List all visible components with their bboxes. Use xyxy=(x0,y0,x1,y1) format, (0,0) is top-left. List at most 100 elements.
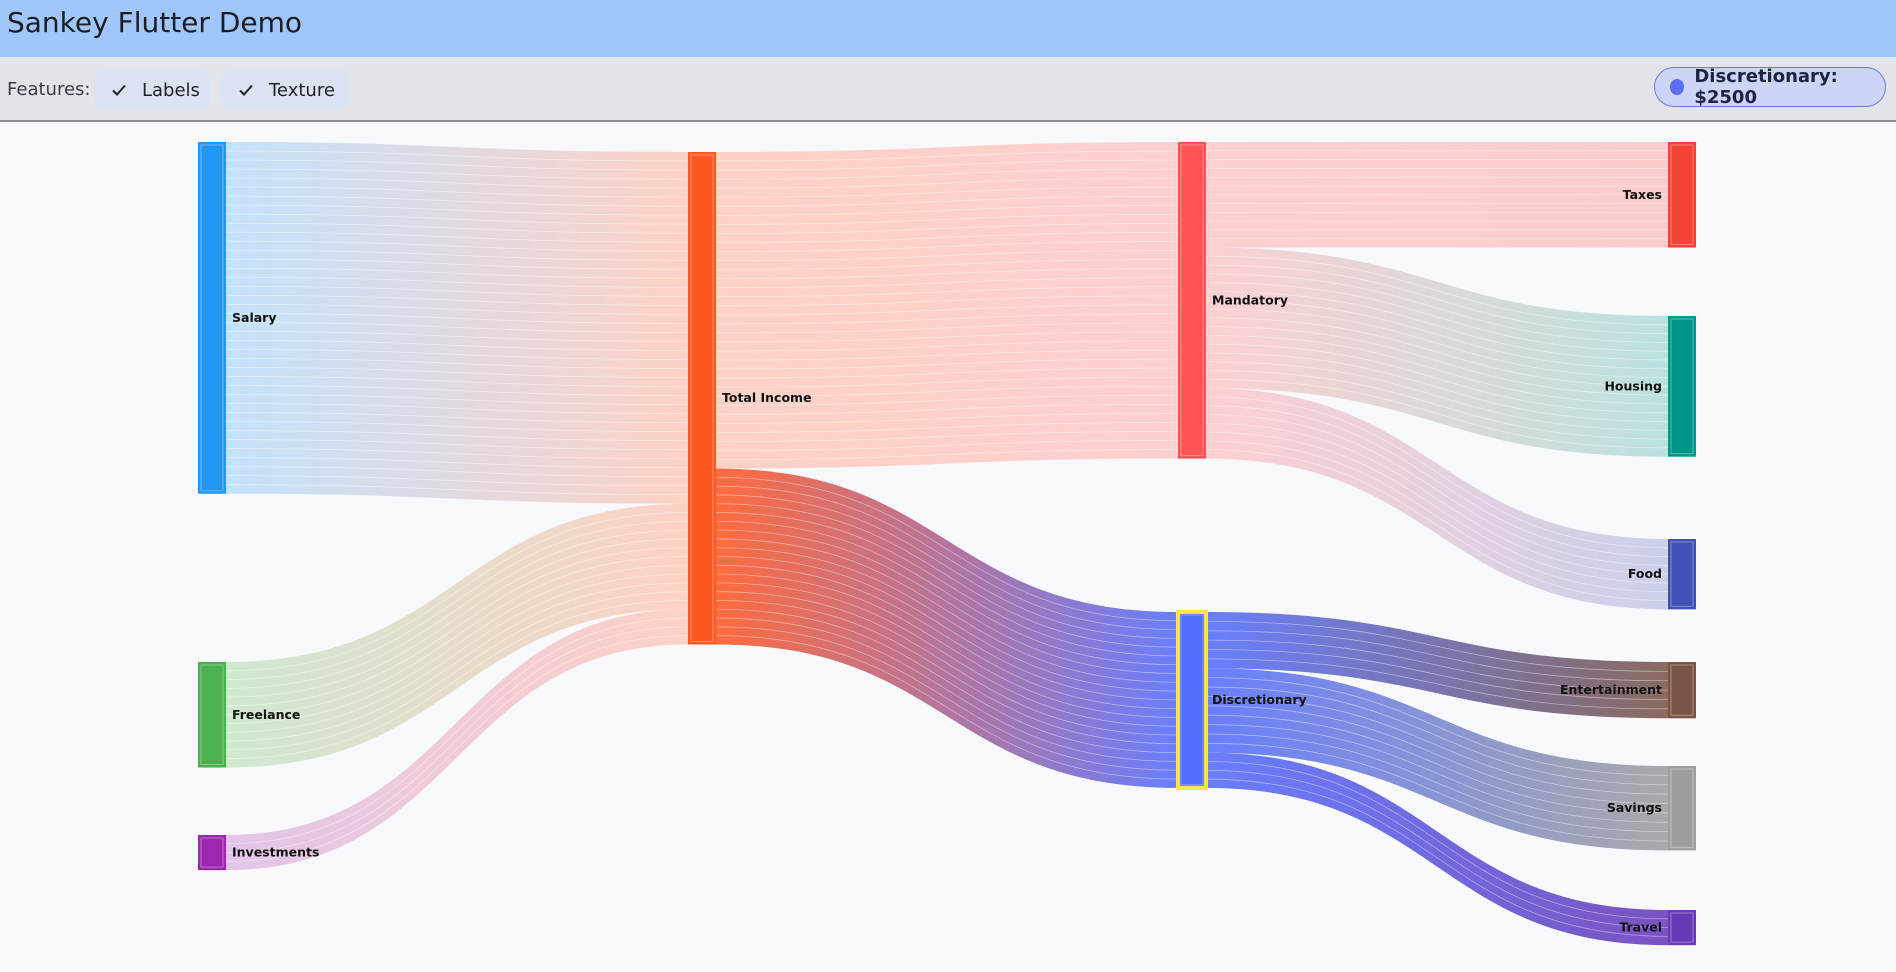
link-texture-line xyxy=(225,150,689,162)
link-mandatory-taxes[interactable] xyxy=(1206,142,1668,248)
link-texture-line xyxy=(715,277,1179,289)
node-total[interactable] xyxy=(688,152,716,645)
link-salary-total[interactable] xyxy=(226,142,688,504)
link-texture-line xyxy=(715,529,1179,674)
link-texture-line xyxy=(1205,273,1669,343)
node-mandatory[interactable] xyxy=(1178,142,1206,459)
link-texture-line xyxy=(225,276,689,288)
link-texture-line xyxy=(225,600,689,760)
link-texture-line xyxy=(225,258,689,270)
node-entertainment-texture xyxy=(1670,664,1694,716)
node-salary[interactable] xyxy=(198,142,226,494)
node-mandatory-texture xyxy=(1180,144,1204,457)
link-texture-line xyxy=(225,376,689,387)
node-savings[interactable] xyxy=(1668,766,1696,851)
node-taxes[interactable] xyxy=(1668,142,1696,248)
link-texture-line xyxy=(225,267,689,279)
link-texture-line xyxy=(1205,379,1669,449)
node-food-texture xyxy=(1670,541,1694,607)
link-texture-line xyxy=(715,494,1179,639)
link-texture-line xyxy=(715,340,1179,352)
link-texture-line xyxy=(715,358,1179,370)
link-texture-line xyxy=(715,168,1179,180)
texture-chip-label: Texture xyxy=(269,79,335,101)
link-texture-line xyxy=(715,617,1179,762)
node-salary-texture xyxy=(200,144,224,492)
link-texture-line xyxy=(225,358,689,369)
link-texture-line xyxy=(715,223,1179,234)
link-texture-line xyxy=(225,195,689,207)
link-texture-line xyxy=(715,322,1179,334)
link-texture-line xyxy=(225,626,689,853)
link-texture-line xyxy=(1205,396,1669,549)
link-texture-line xyxy=(225,484,689,496)
link-texture-line xyxy=(715,295,1179,307)
link-texture-line xyxy=(225,635,689,862)
labels-filter-chip[interactable]: Labels xyxy=(94,70,210,110)
link-mandatory-housing[interactable] xyxy=(1206,247,1668,457)
link-texture-line xyxy=(225,385,689,396)
link-texture-line xyxy=(1205,649,1669,700)
link-texture-line xyxy=(715,449,1179,460)
sankey-diagram[interactable]: Salary Freelance Investments Total Income Ma… xyxy=(0,122,1896,972)
link-texture-line xyxy=(225,294,689,306)
node-discretionary[interactable] xyxy=(1178,612,1206,788)
link-investments-total[interactable] xyxy=(226,609,688,871)
node-investments[interactable] xyxy=(198,835,226,871)
link-discretionary-entertainment[interactable] xyxy=(1206,612,1668,719)
link-texture-line xyxy=(225,591,689,751)
link-texture-line xyxy=(715,232,1179,243)
link-texture-line xyxy=(1205,255,1669,326)
node-housing[interactable] xyxy=(1668,316,1696,457)
node-total-texture xyxy=(690,154,714,642)
link-texture-line xyxy=(225,538,689,698)
link-texture-line xyxy=(1205,724,1669,823)
node-discretionary-label: Discretionary xyxy=(1212,692,1307,707)
link-texture-line xyxy=(1205,370,1669,440)
link-texture-line xyxy=(225,582,689,742)
link-texture-line xyxy=(1205,343,1669,414)
links-layer xyxy=(225,142,1669,946)
link-texture-line xyxy=(1205,742,1669,842)
link-texture-line xyxy=(225,564,689,724)
link-texture-line xyxy=(1205,361,1669,431)
link-texture-line xyxy=(225,231,689,243)
link-discretionary-savings[interactable] xyxy=(1206,668,1668,851)
link-texture-line xyxy=(1205,686,1669,786)
link-texture-line xyxy=(225,168,689,180)
node-food[interactable] xyxy=(1668,539,1696,610)
node-travel[interactable] xyxy=(1668,910,1696,946)
node-food-label: Food xyxy=(1628,566,1662,581)
link-total-discretionary[interactable] xyxy=(716,468,1178,788)
link-mandatory-food[interactable] xyxy=(1206,388,1668,610)
texture-filter-chip[interactable]: Texture xyxy=(221,70,349,110)
selected-node-pill[interactable]: Discretionary: $2500 xyxy=(1654,66,1886,108)
link-texture-line xyxy=(225,240,689,252)
link-texture-line xyxy=(225,547,689,707)
node-freelance[interactable] xyxy=(198,662,226,768)
link-texture-line xyxy=(225,285,689,297)
link-texture-line xyxy=(715,177,1179,189)
link-texture-line xyxy=(225,466,689,478)
link-freelance-total[interactable] xyxy=(226,503,688,768)
link-discretionary-travel[interactable] xyxy=(1206,752,1668,946)
link-texture-line xyxy=(225,439,689,451)
node-taxes-texture xyxy=(1670,144,1694,246)
link-texture-line xyxy=(1205,423,1669,575)
check-icon xyxy=(112,84,126,96)
link-texture-line xyxy=(715,241,1179,252)
link-texture-line xyxy=(1205,761,1669,920)
link-texture-line xyxy=(225,529,689,689)
link-texture-line xyxy=(715,385,1179,397)
link-texture-line xyxy=(715,304,1179,316)
link-texture-line xyxy=(715,503,1179,648)
link-total-mandatory[interactable] xyxy=(716,142,1178,469)
toolbar: Features: Labels Texture Discretionary: … xyxy=(0,57,1896,122)
node-travel-texture xyxy=(1670,912,1694,943)
link-texture-line xyxy=(1205,317,1669,387)
node-entertainment[interactable] xyxy=(1668,662,1696,719)
link-texture-line xyxy=(225,367,689,378)
link-texture-line xyxy=(1205,282,1669,352)
link-texture-line xyxy=(225,394,689,405)
link-texture-line xyxy=(1205,778,1669,937)
